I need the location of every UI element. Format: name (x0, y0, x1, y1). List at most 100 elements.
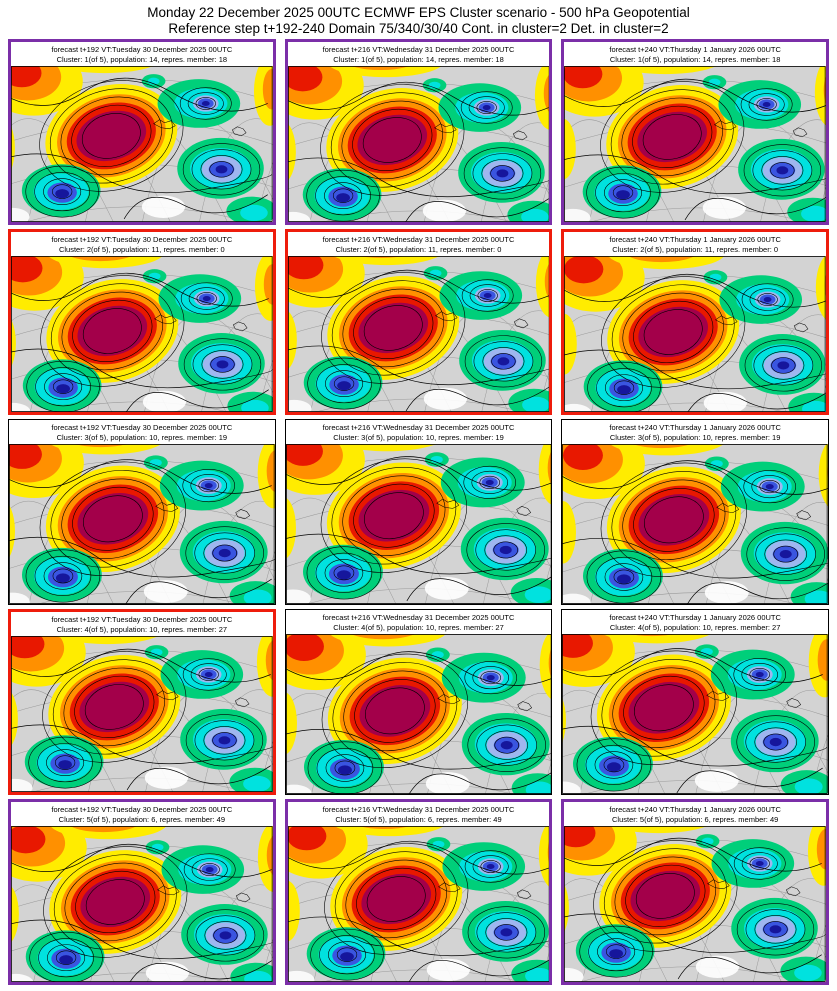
land-patches (562, 769, 740, 794)
warm-anomaly-blobs (11, 66, 273, 188)
geopotential-map (9, 444, 275, 604)
cluster-line: Cluster: 4(of 5), population: 10, repres… (56, 624, 228, 634)
panel-header: forecast t+216 VT:Wednesday 31 December … (288, 42, 550, 66)
cold-anomaly-blobs (302, 78, 550, 222)
map-jitter-group (564, 826, 826, 982)
cluster-panel-2-2: forecast t+216 VT:Wednesday 31 December … (284, 229, 553, 415)
land-patches (287, 387, 467, 412)
forecast-line: forecast t+192 VT:Tuesday 30 December 20… (51, 615, 233, 624)
cluster-panel-5-2: forecast t+216 VT:Wednesday 31 December … (284, 799, 553, 985)
cluster-line: Cluster: 5(of 5), population: 6, repres.… (335, 814, 502, 824)
cluster-panel-5-1: forecast t+192 VT:Tuesday 30 December 20… (8, 799, 276, 985)
panel-header: forecast t+192 VT:Tuesday 30 December 20… (11, 232, 273, 256)
cluster-panel-4-2: forecast t+216 VT:Wednesday 31 December … (284, 609, 553, 795)
map-frame (11, 256, 273, 412)
map-frame (11, 636, 273, 792)
map-jitter-group (562, 444, 828, 604)
panel-header: forecast t+216 VT:Wednesday 31 December … (288, 802, 550, 826)
cluster-panel-1-3: forecast t+240 VT:Thursday 1 January 202… (561, 39, 829, 225)
forecast-line: forecast t+216 VT:Wednesday 31 December … (322, 423, 515, 432)
land-patches (562, 581, 750, 604)
map-jitter-group (9, 444, 275, 604)
forecast-line: forecast t+216 VT:Wednesday 31 December … (322, 613, 515, 622)
geopotential-map (564, 826, 826, 982)
panel-header: forecast t+216 VT:Wednesday 31 December … (286, 420, 552, 444)
warm-anomaly-blobs (9, 444, 275, 573)
forecast-line: forecast t+192 VT:Tuesday 30 December 20… (51, 805, 233, 814)
contour-lines (11, 272, 273, 412)
land-patches (11, 195, 186, 222)
panel-header: forecast t+216 VT:Wednesday 31 December … (288, 232, 550, 256)
geopotential-map (287, 826, 550, 982)
map-frame (562, 634, 828, 794)
map-frame (11, 826, 273, 982)
map-jitter-group (564, 66, 826, 222)
cluster-line: Cluster: 3(of 5), population: 10, repres… (609, 432, 781, 442)
forecast-line: forecast t+192 VT:Tuesday 30 December 20… (51, 45, 233, 54)
geopotential-map (562, 634, 828, 794)
panel-grid: forecast t+192 VT:Tuesday 30 December 20… (0, 37, 837, 985)
map-jitter-group (11, 826, 273, 982)
map-frame (285, 444, 552, 604)
forecast-line: forecast t+240 VT:Thursday 1 January 202… (609, 613, 781, 622)
geopotential-map (287, 256, 550, 412)
forecast-line: forecast t+192 VT:Tuesday 30 December 20… (51, 235, 233, 244)
contour-lines (564, 78, 826, 221)
panel-header: forecast t+192 VT:Tuesday 30 December 20… (9, 420, 275, 444)
map-frame (564, 66, 826, 222)
contour-lines (11, 648, 273, 791)
contour-lines (564, 273, 826, 412)
contour-lines (11, 77, 273, 220)
cluster-line: Cluster: 2(of 5), population: 11, repres… (58, 244, 225, 254)
cold-anomaly-blobs (302, 452, 552, 604)
map-jitter-group (564, 256, 826, 412)
land-patches (564, 955, 740, 982)
land-patches (564, 196, 747, 222)
geopotential-map (287, 66, 550, 222)
cluster-line: Cluster: 1(of 5), population: 14, repres… (333, 54, 504, 64)
geopotential-map (285, 444, 552, 604)
cluster-panel-3-1: forecast t+192 VT:Tuesday 30 December 20… (8, 419, 276, 605)
cluster-line: Cluster: 5(of 5), population: 6, repres.… (58, 814, 225, 824)
forecast-line: forecast t+240 VT:Thursday 1 January 202… (609, 235, 781, 244)
map-jitter-group (287, 826, 550, 982)
panel-header: forecast t+240 VT:Thursday 1 January 202… (562, 420, 828, 444)
cluster-panel-4-1: forecast t+192 VT:Tuesday 30 December 20… (8, 609, 276, 795)
contour-lines (11, 843, 273, 982)
cluster-panel-2-3: forecast t+240 VT:Thursday 1 January 202… (561, 229, 829, 415)
land-patches (287, 199, 466, 222)
geopotential-map (562, 444, 828, 604)
forecast-line: forecast t+216 VT:Wednesday 31 December … (322, 45, 515, 54)
geopotential-map (11, 66, 273, 222)
geopotential-map (564, 66, 826, 222)
panel-header: forecast t+192 VT:Tuesday 30 December 20… (11, 612, 273, 636)
land-patches (287, 958, 470, 982)
title-block: Monday 22 December 2025 00UTC ECMWF EPS … (0, 0, 837, 37)
forecast-line: forecast t+240 VT:Thursday 1 January 202… (609, 423, 781, 432)
contour-lines (562, 460, 828, 604)
panel-header: forecast t+192 VT:Tuesday 30 December 20… (11, 42, 273, 66)
warm-anomaly-blobs (564, 256, 826, 384)
cluster-line: Cluster: 2(of 5), population: 11, repres… (335, 244, 502, 254)
cluster-line: Cluster: 3(of 5), population: 10, repres… (333, 432, 504, 442)
cluster-line: Cluster: 2(of 5), population: 11, repres… (612, 244, 779, 254)
forecast-line: forecast t+216 VT:Wednesday 31 December … (322, 235, 515, 244)
geopotential-map (564, 256, 826, 412)
map-frame (564, 826, 826, 982)
map-frame (9, 444, 275, 604)
forecast-line: forecast t+240 VT:Thursday 1 January 202… (609, 45, 781, 54)
map-jitter-group (11, 636, 273, 792)
map-frame (562, 444, 828, 604)
map-frame (287, 826, 550, 982)
land-patches (285, 576, 469, 604)
cluster-panel-2-1: forecast t+192 VT:Tuesday 30 December 20… (8, 229, 276, 415)
cluster-line: Cluster: 3(of 5), population: 10, repres… (56, 432, 228, 442)
geopotential-map (285, 634, 552, 794)
cluster-panel-1-1: forecast t+192 VT:Tuesday 30 December 20… (8, 39, 276, 225)
map-jitter-group (285, 634, 552, 794)
cluster-line: Cluster: 4(of 5), population: 10, repres… (609, 622, 781, 632)
chart-subtitle: Reference step t+192-240 Domain 75/340/3… (168, 21, 669, 36)
cluster-line: Cluster: 4(of 5), population: 10, repres… (333, 622, 504, 632)
map-jitter-group (285, 444, 552, 604)
